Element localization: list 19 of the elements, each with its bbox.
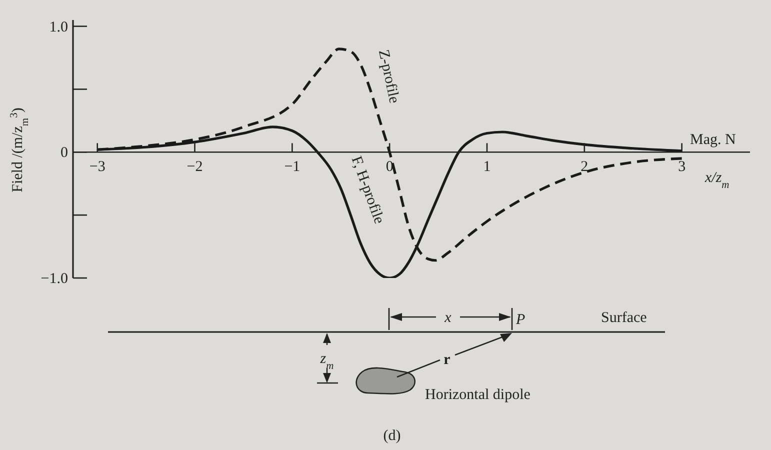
x-tick-label: −3 [89, 159, 106, 176]
x-tick-label: −2 [186, 159, 203, 176]
text: Surface [601, 310, 648, 326]
x-tick-label: −1 [284, 159, 300, 176]
y-tick-label: −1.0 [40, 271, 68, 287]
x-tick-label: 3 [678, 159, 686, 176]
y-tick-label: 0 [60, 145, 68, 162]
x-tick-label: 2 [580, 159, 588, 176]
text: P [515, 312, 526, 328]
text: Z-profile [375, 48, 402, 106]
y-tick-label: 1.0 [49, 19, 68, 36]
x-tick-label: 1 [483, 159, 491, 176]
text: (d) [383, 428, 401, 444]
text: r [444, 352, 451, 368]
x-tick-label: 0 [386, 159, 394, 176]
x-axis-title: x/z$_{m}$ [704, 170, 730, 191]
text: x [444, 310, 452, 326]
annotation: Mag. N [690, 132, 736, 148]
text: Horizontal dipole [425, 387, 531, 403]
